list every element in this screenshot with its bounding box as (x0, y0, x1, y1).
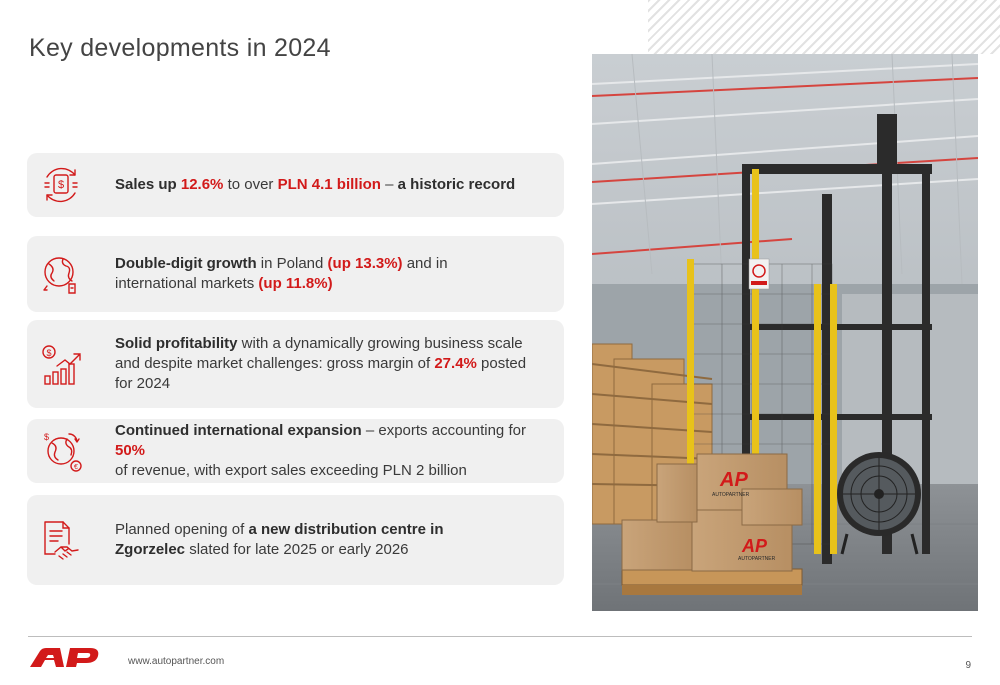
bold-text: Continued international expansion (115, 422, 362, 439)
body-text: of revenue, with export sales exceeding … (115, 462, 467, 479)
body-text: international markets (115, 275, 259, 292)
body-text: slated for late 2025 or early 2026 (185, 541, 409, 558)
body-text: and in (402, 255, 448, 272)
bold-text: Sales up (115, 176, 181, 193)
card-text: Sales up 12.6% to over PLN 4.1 billion –… (115, 175, 550, 195)
card-text: Continued international expansion – expo… (115, 421, 550, 481)
body-text: and despite market challenges: gross mar… (115, 355, 435, 372)
body-text: Planned opening of (115, 521, 249, 538)
decorative-hatch-pattern (648, 0, 1000, 54)
contract-handshake-icon (39, 518, 83, 562)
svg-text:€: € (74, 464, 78, 471)
profit-chart-icon: $ (39, 342, 83, 386)
body-text: to over (223, 176, 278, 193)
body-text: – exports accounting for (361, 422, 526, 439)
footer-divider (28, 636, 972, 637)
card-sales-growth: $ Sales up 12.6% to over PLN 4.1 billion… (27, 153, 564, 217)
box-brand-text: AUTOPARTNER (738, 556, 776, 562)
card-new-distribution-centre: Planned opening of a new distribution ce… (27, 495, 564, 585)
highlight-figure: (up 11.8%) (258, 275, 333, 292)
bold-text: Double-digit growth (115, 255, 257, 272)
highlight-figure: 27.4% (434, 355, 477, 372)
body-text: with a dynamically growing business scal… (237, 335, 523, 352)
card-text: Double-digit growth in Poland (up 13.3%)… (115, 254, 550, 294)
page-number: 9 (965, 660, 971, 671)
body-text: – (380, 176, 398, 193)
body-text: in Poland (256, 255, 328, 272)
svg-text:$: $ (46, 348, 51, 358)
card-text: Planned opening of a new distribution ce… (115, 520, 550, 560)
svg-text:$: $ (58, 179, 64, 191)
bold-text: Solid profitability (115, 335, 238, 352)
global-exchange-icon: $ € (39, 429, 83, 473)
warehouse-pallet-wrapper-photo: AP AP AUTOPARTNER AUTOPARTNER (592, 54, 978, 611)
box-logo-text: AP (741, 536, 768, 556)
box-brand-text: AUTOPARTNER (712, 492, 750, 498)
highlight-figure: (up 13.3%) (327, 255, 403, 272)
autopartner-logo (30, 647, 102, 669)
highlight-figure: 50% (115, 442, 146, 459)
footer-url[interactable]: www.autopartner.com (128, 656, 225, 667)
page-title: Key developments in 2024 (29, 34, 331, 62)
card-international-expansion: $ € Continued international expansion – … (27, 419, 564, 483)
card-profitability: $ Solid profitability with a dynamically… (27, 320, 564, 408)
highlight-figure: 12.6% (180, 176, 224, 193)
bold-text: a historic record (397, 176, 516, 193)
card-double-digit-growth: Double-digit growth in Poland (up 13.3%)… (27, 236, 564, 312)
highlight-figure: PLN 4.1 billion (277, 176, 381, 193)
box-logo-text: AP (719, 469, 748, 491)
svg-text:$: $ (44, 432, 49, 442)
money-cycle-icon: $ (39, 163, 83, 207)
bold-text: Zgorzelec (115, 541, 186, 558)
body-text: for 2024 (115, 375, 171, 392)
bold-text: a new distribution centre in (248, 521, 444, 538)
globe-growth-icon (39, 252, 83, 296)
body-text: posted (476, 355, 527, 372)
card-text: Solid profitability with a dynamically g… (115, 334, 550, 394)
